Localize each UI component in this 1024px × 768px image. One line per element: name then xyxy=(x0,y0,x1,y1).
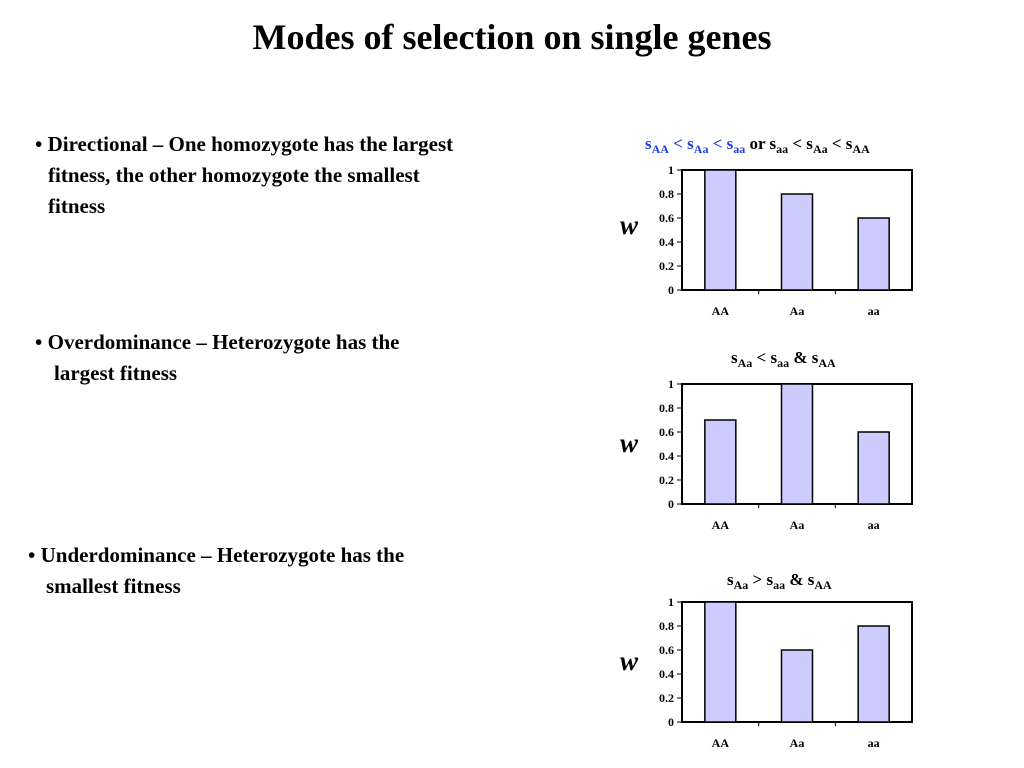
x-tick-label: AA xyxy=(712,304,730,318)
x-tick-label: AA xyxy=(712,736,730,750)
y-axis-label: w xyxy=(620,646,639,676)
chart-3-title: sAa > saa & sAA xyxy=(727,570,832,592)
y-tick-label: 0.8 xyxy=(659,401,674,415)
x-tick-label: Aa xyxy=(790,736,805,750)
y-tick-label: 0.2 xyxy=(659,259,674,273)
bullet-directional: • Directional – One homozygote has the l… xyxy=(35,129,453,222)
bullet-line: • Underdominance – Heterozygote has the xyxy=(28,540,404,571)
y-tick-label: 1 xyxy=(668,595,674,609)
bullet-text: fitness xyxy=(48,194,106,218)
bullet-symbol: • xyxy=(35,330,43,354)
bullet-text: Overdominance – Heterozygote has the xyxy=(47,330,400,354)
fitness-bar-chart-overdominance: 0 0.2 0.4 0.6 0.8 1 AA Aa aa xyxy=(659,377,913,532)
y-tick-label: 0.8 xyxy=(659,187,674,201)
y-tick-label: 1 xyxy=(668,163,674,177)
x-tick-label: aa xyxy=(868,736,880,750)
y-tick-label: 0.8 xyxy=(659,619,674,633)
bullet-overdominance: • Overdominance – Heterozygote has the l… xyxy=(35,327,399,389)
bar-AA xyxy=(704,169,737,291)
bar-Aa xyxy=(780,193,814,291)
bullet-text: largest fitness xyxy=(54,361,178,385)
bullet-line: • Directional – One homozygote has the l… xyxy=(35,129,453,160)
chart-2-title: sAa < saa & sAA xyxy=(731,348,836,370)
y-tick-label: 0.6 xyxy=(659,643,674,657)
y-tick-label: 0.4 xyxy=(659,235,674,249)
bar-Aa xyxy=(780,383,814,505)
x-tick-label: Aa xyxy=(790,304,805,318)
page-title: Modes of selection on single genes xyxy=(252,17,772,57)
fitness-bar-chart-underdominance: 0 0.2 0.4 0.6 0.8 1 AA Aa aa xyxy=(659,595,913,750)
x-tick-label: aa xyxy=(868,304,880,318)
bar-aa xyxy=(857,625,890,723)
y-axis-label: w xyxy=(620,210,639,240)
bar-AA xyxy=(704,601,737,723)
bar-Aa xyxy=(780,649,814,723)
y-tick-label: 0 xyxy=(668,283,674,297)
y-tick-label: 0.6 xyxy=(659,425,674,439)
y-tick-label: 1 xyxy=(668,377,674,391)
y-axis-label: w xyxy=(620,428,639,458)
y-tick-label: 0.4 xyxy=(659,667,674,681)
x-tick-label: AA xyxy=(712,518,730,532)
x-tick-label: Aa xyxy=(790,518,805,532)
bar-AA xyxy=(704,419,737,505)
bullet-text: Underdominance – Heterozygote has the xyxy=(40,543,405,567)
fitness-bar-chart-directional: 0 0.2 0.4 0.6 0.8 1 AA Aa aa xyxy=(659,163,913,318)
bullet-line: • Overdominance – Heterozygote has the xyxy=(35,327,399,358)
y-tick-label: 0.2 xyxy=(659,691,674,705)
chart-1-title: sAA < sAa < saa or saa < sAa < sAA xyxy=(645,134,870,156)
y-tick-label: 0.6 xyxy=(659,211,674,225)
y-tick-label: 0 xyxy=(668,497,674,511)
bullet-text: smallest fitness xyxy=(46,574,181,598)
bar-aa xyxy=(857,431,890,505)
y-tick-label: 0.2 xyxy=(659,473,674,487)
bullet-symbol: • xyxy=(28,543,36,567)
x-tick-label: aa xyxy=(868,518,880,532)
bullet-underdominance: • Underdominance – Heterozygote has the … xyxy=(28,540,404,602)
y-tick-label: 0.4 xyxy=(659,449,674,463)
bullet-symbol: • xyxy=(35,132,43,156)
y-tick-label: 0 xyxy=(668,715,674,729)
bullet-text: Directional – One homozygote has the lar… xyxy=(47,132,454,156)
bullet-text: fitness, the other homozygote the smalle… xyxy=(48,163,420,187)
bar-aa xyxy=(857,217,890,291)
